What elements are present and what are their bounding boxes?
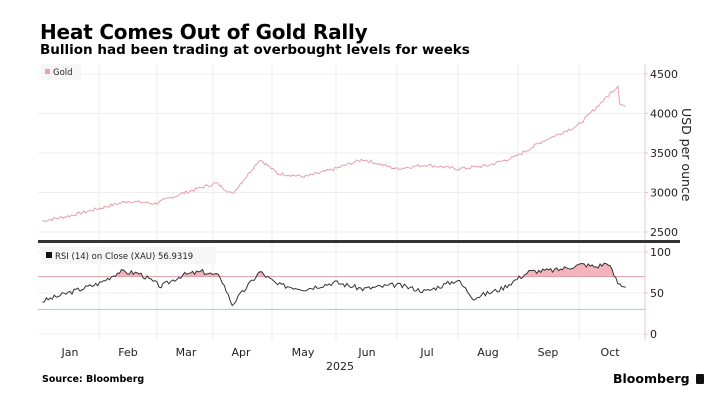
price-y-axis: 2500 3000 3500 4000 4500 [644,64,678,240]
price-gridlines [38,64,645,240]
x-tick-label: Mar [176,346,197,359]
x-tick-label: May [292,346,315,359]
gold-legend-swatch [45,69,50,74]
brand-name: Bloomberg [613,371,690,386]
source-note: Source: Bloomberg [42,374,145,385]
x-tick-label: Jan [61,346,79,359]
rsi-legend-box [41,247,216,264]
x-tick-label: Aug [477,346,498,359]
price-tick-label: 2500 [650,226,678,239]
chart-title: Heat Comes Out of Gold Rally [40,20,368,44]
price-tick-label: 3500 [650,147,678,160]
gold-legend-box [41,64,81,80]
bloomberg-logo: Bloomberg [613,371,704,386]
terminal-icon [695,374,704,384]
gold-legend-label: Gold [53,68,73,78]
x-axis-year: 2025 [326,360,354,373]
rsi-line [42,262,626,307]
x-tick-label: Oct [600,346,620,359]
price-tick-label: 4000 [650,108,678,121]
rsi-y-axis: 0 50 100 [644,244,671,341]
x-tick-label: Jun [357,346,375,359]
x-axis: Jan Feb Mar Apr May Jun Jul Aug Sep Oct [61,346,621,359]
rsi-tick-label: 0 [650,328,657,341]
panel-separator [38,240,680,243]
x-tick-label: Apr [231,346,251,359]
chart-subtitle: Bullion had been trading at overbought l… [40,42,470,58]
x-tick-label: Sep [538,346,559,359]
x-tick-label: Feb [118,346,137,359]
rsi-overbought-fill [42,263,626,277]
price-y-axis-label: USD per ounce [679,108,694,202]
rsi-legend-swatch [46,252,52,258]
rsi-legend-label: RSI (14) on Close (XAU) 56.9319 [55,252,193,262]
x-tick-label: Jul [419,346,433,359]
gold-price-line [42,85,627,223]
price-tick-label: 4500 [650,68,678,81]
rsi-tick-label: 100 [650,246,671,259]
rsi-tick-label: 50 [650,287,664,300]
price-tick-label: 3000 [650,187,678,200]
